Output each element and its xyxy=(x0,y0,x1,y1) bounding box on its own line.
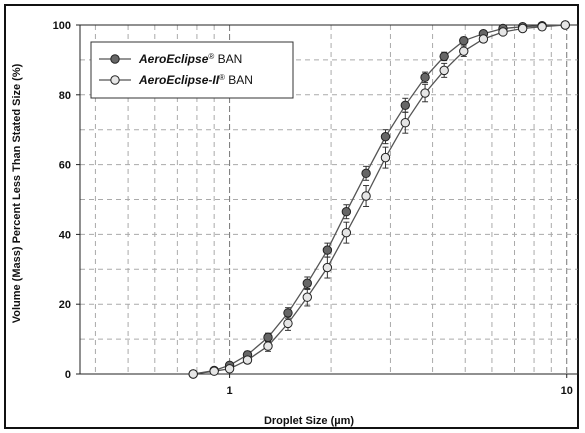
legend: AeroEclipse® BAN AeroEclipse-II® BAN xyxy=(90,41,294,99)
series-a-point xyxy=(380,131,391,142)
x-tick-label: 1 xyxy=(227,385,233,397)
legend-label-sup: ® xyxy=(219,73,225,82)
legend-marker-aeroeclipse xyxy=(110,54,120,64)
series-b-point xyxy=(322,262,333,273)
series-b-point xyxy=(439,65,449,76)
series-b-point xyxy=(560,20,570,30)
series-b-point xyxy=(209,366,219,376)
series-b-point xyxy=(478,34,489,44)
y-tick-label: 80 xyxy=(59,90,71,102)
series-b-point xyxy=(459,46,469,56)
series-a-point xyxy=(400,100,410,110)
plot-area-border xyxy=(79,24,579,375)
series-b-point xyxy=(361,191,371,201)
y-axis-title: Volume (Mass) Percent Less Than Stated S… xyxy=(11,63,23,323)
series-b-point xyxy=(341,227,352,238)
series-a-point xyxy=(439,51,449,62)
series-b-point xyxy=(380,152,391,163)
tick-layer: 0 20 40 60 80 100 1 10 xyxy=(53,20,573,397)
series-b-point xyxy=(498,27,508,37)
legend-label-main: AeroEclipse-II xyxy=(138,73,220,87)
y-tick-label: 60 xyxy=(59,160,71,172)
series-a-point xyxy=(459,36,469,46)
series-b-point xyxy=(283,318,293,329)
y-tick-label: 20 xyxy=(59,299,71,311)
legend-label-aeroeclipse: AeroEclipse® BAN xyxy=(138,52,242,67)
legend-label-main: AeroEclipse xyxy=(138,52,209,66)
series-a-point xyxy=(263,332,273,343)
series-b-point xyxy=(420,88,430,98)
legend-label-sup: ® xyxy=(208,52,214,61)
x-axis-title: Droplet Size (µm) xyxy=(264,415,354,427)
series-a-point xyxy=(341,207,352,217)
y-tick-label: 100 xyxy=(53,20,71,32)
legend-label-aeroeclipse-ii: AeroEclipse-II® BAN xyxy=(138,73,253,88)
legend-label-tail: BAN xyxy=(225,73,253,87)
series-b-point xyxy=(537,22,547,32)
y-tick-label: 0 xyxy=(65,369,71,381)
series-a-point xyxy=(322,245,333,255)
grid-layer xyxy=(80,25,578,374)
series-b-point xyxy=(242,355,253,365)
legend-label-tail: BAN xyxy=(214,52,242,66)
x-tick-label: 10 xyxy=(561,385,573,397)
series-b-point xyxy=(517,23,528,34)
series-b-point xyxy=(400,118,410,128)
series-layer xyxy=(188,20,570,379)
series-b-point xyxy=(224,364,235,374)
series-b-point xyxy=(263,341,273,351)
legend-box xyxy=(90,41,294,99)
series-a-point xyxy=(302,278,312,288)
series-a-point xyxy=(361,168,371,179)
series-a-point xyxy=(420,72,430,83)
y-tick-label: 40 xyxy=(59,229,71,241)
series-a-point xyxy=(283,308,293,318)
legend-marker-aeroeclipse-ii xyxy=(110,75,120,85)
series-b-point xyxy=(188,369,198,379)
series-b-point xyxy=(302,292,312,302)
